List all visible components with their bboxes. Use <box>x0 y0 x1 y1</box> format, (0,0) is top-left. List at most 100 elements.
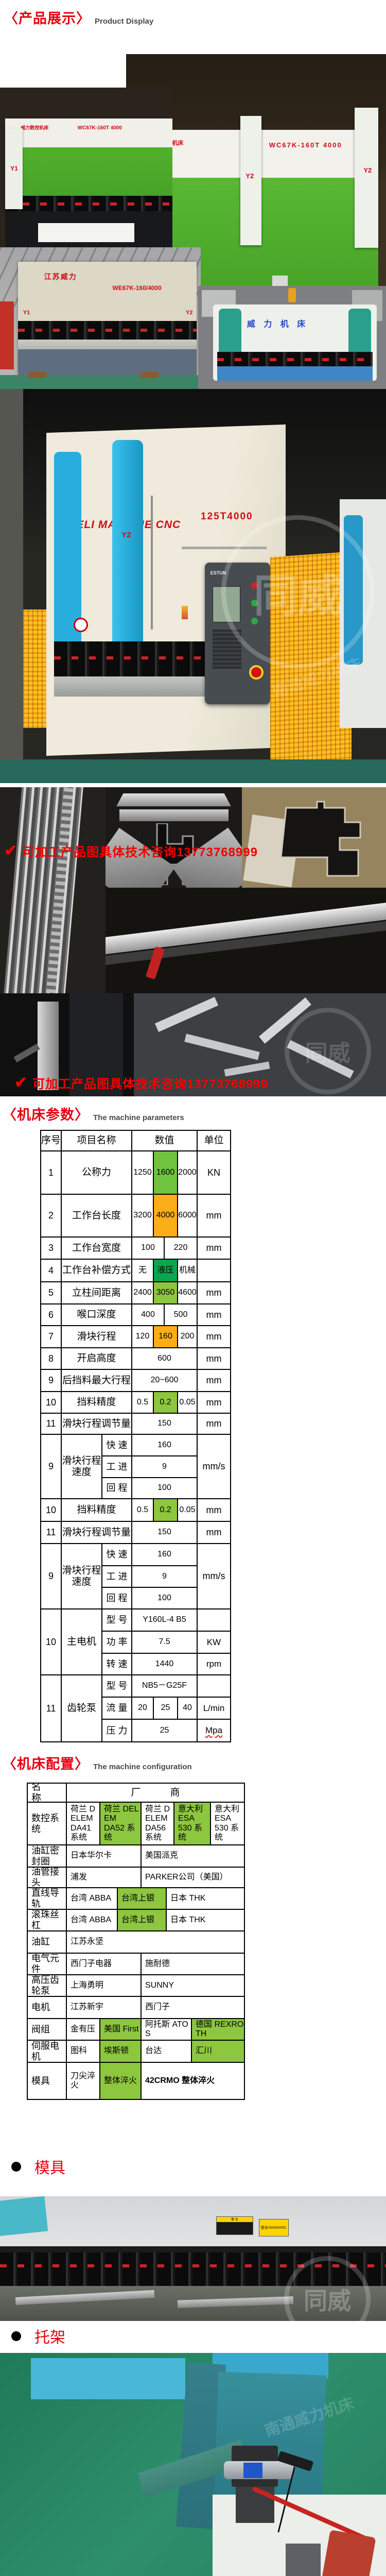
beige-machine-model: WE67K-160/4000 <box>112 284 162 292</box>
photo-beige-machine: 江苏威力 WE67K-160/4000 Y1 Y2 <box>0 247 201 389</box>
config-row-name: 高压齿轮泵 <box>28 1975 67 1997</box>
config-value: 西门子电器 <box>67 1954 142 1975</box>
config-value: 台达 <box>142 2041 192 2063</box>
param-value: 2000 <box>178 1151 198 1195</box>
photo-white-machine: 威 力 机 床 <box>198 286 386 389</box>
param-value: 机械 <box>178 1260 198 1282</box>
param-row-name: 齿轮泵 <box>62 1675 102 1741</box>
bullet-icon <box>11 2331 21 2341</box>
param-value: 100 <box>132 1588 198 1609</box>
param-row-no: 7 <box>41 1326 62 1348</box>
config-row-name: 油管接头 <box>28 1868 67 1888</box>
param-unit <box>198 1675 230 1698</box>
param-value: 220 <box>165 1238 198 1260</box>
param-row-no: 5 <box>41 1282 62 1304</box>
param-value: 9 <box>132 1566 198 1588</box>
header-en: Product Display <box>95 17 154 26</box>
config-value: 日本 THK <box>167 1910 244 1931</box>
photo-sample-step-profile <box>242 787 386 888</box>
param-unit <box>198 1260 230 1282</box>
config-row-name: 油缸 <box>28 1931 67 1954</box>
config-row-name: 模具 <box>28 2063 67 2099</box>
param-row-no: 2 <box>41 1195 62 1238</box>
green-machine-brand: 威力数控机床 <box>21 125 49 131</box>
param-value: 4600 <box>178 1282 198 1304</box>
param-value: 0.05 <box>178 1392 198 1414</box>
photo-sample-long-die <box>106 888 386 993</box>
param-value: 25 <box>132 1720 198 1741</box>
param-value: 液压 <box>154 1260 178 1282</box>
param-unit: mm <box>198 1326 230 1348</box>
config-value: 42CRMO 整体淬火 <box>145 2076 215 2085</box>
config-value: SUNNY <box>142 1975 244 1997</box>
config-value: 德国 REXROTH <box>192 2019 244 2041</box>
param-value: 20 <box>132 1698 154 1720</box>
config-value: 日本华尔卡 <box>67 1845 142 1868</box>
param-row-name: 公称力 <box>62 1151 132 1195</box>
param-row-name: 挡料精度 <box>62 1499 132 1522</box>
param-row-name: 喉口深度 <box>62 1304 132 1326</box>
param-value: 200 <box>178 1326 198 1348</box>
param-row-name: 主电机 <box>62 1609 102 1675</box>
config-row-name: 伺服电机 <box>28 2041 67 2063</box>
param-row-no: 10 <box>41 1499 62 1522</box>
param-unit: mm <box>198 1282 230 1304</box>
config-row-name: 油缸密封圈 <box>28 1845 67 1868</box>
param-value: 7.5 <box>132 1632 198 1654</box>
param-value: 25 <box>154 1698 178 1720</box>
axis-label: Y2 <box>185 310 193 316</box>
param-value: 160 <box>154 1326 178 1348</box>
param-row-no: 8 <box>41 1348 62 1370</box>
param-value: 3200 <box>132 1195 154 1238</box>
config-value: 荷兰 DELEM DA41 系统 <box>67 1803 100 1845</box>
param-row-name: 滑块行程调节量 <box>62 1414 132 1435</box>
param-sub-key: 回 程 <box>102 1478 132 1499</box>
param-row-no: 6 <box>41 1304 62 1326</box>
param-row-name: 工作台补偿方式 <box>62 1260 132 1282</box>
param-sub-key: 快 速 <box>102 1435 132 1456</box>
config-value: 美国派克 <box>142 1845 244 1868</box>
config-value: 台湾 ABBA <box>67 1888 118 1910</box>
beige-machine-brand: 江苏威力 <box>44 272 77 281</box>
param-unit: mm <box>198 1499 230 1522</box>
param-row-name: 滑块行程 速度 <box>62 1544 102 1609</box>
param-sub-key: 型 号 <box>102 1675 132 1698</box>
config-value: 埃斯顿 <box>100 2041 142 2063</box>
config-value: 汇川 <box>192 2041 244 2063</box>
photo-sample-corrugated <box>0 787 106 993</box>
promo-contact-line-2: ✔ 可加工产品图具体技术咨询13773768999 <box>14 1074 268 1091</box>
samples-photo-collage: 同威 ✔ 可加工产品图具体技术咨询13773768999 ✔ 可加工产品图具体技… <box>0 787 386 1096</box>
param-unit: mm <box>198 1238 230 1260</box>
watermark-logo: 同威 <box>253 570 342 622</box>
config-row-name: 直线导轨 <box>28 1888 67 1910</box>
config-col-header: 厂 商 <box>67 1784 244 1803</box>
param-row-name: 开启高度 <box>62 1348 132 1370</box>
config-value: 江苏永坚 <box>67 1931 244 1954</box>
section-header-machine-configuration: 〈机床配置〉 The machine configuration <box>3 1756 192 1772</box>
param-unit: mm <box>198 1522 230 1544</box>
param-row-no: 4 <box>41 1260 62 1282</box>
param-row-no: 1 <box>41 1151 62 1195</box>
config-value: 意大利 ESA 530 系统 <box>174 1803 211 1845</box>
param-value: 100 <box>132 1238 165 1260</box>
param-unit: mm <box>198 1348 230 1370</box>
param-unit: mm <box>198 1392 230 1414</box>
param-value: 6000 <box>178 1195 198 1238</box>
param-sub-key: 工 进 <box>102 1456 132 1478</box>
step-profile-shape <box>280 801 361 876</box>
param-value: 1600 <box>154 1151 178 1195</box>
config-value: 荷兰 DELEM DA52 系统 <box>100 1803 142 1845</box>
param-sub-key: 流 量 <box>102 1698 132 1720</box>
config-col-header: 名 称 <box>28 1784 67 1803</box>
green-machine-model: WC67K-160T 4000 <box>269 141 342 149</box>
controller-brand: ESTUN <box>210 570 226 575</box>
param-row-no: 9 <box>41 1544 62 1609</box>
section-header-machine-parameters: 〈机床参数〉 The machine parameters <box>3 1107 184 1123</box>
param-unit: rpm <box>198 1654 230 1675</box>
config-value: 上海勇明 <box>67 1975 142 1997</box>
config-value: 美国 First <box>100 2019 142 2041</box>
param-col-header: 单位 <box>198 1131 230 1151</box>
param-value: 40 <box>178 1698 198 1720</box>
param-value: 0.05 <box>178 1499 198 1522</box>
config-value: PARKER公司（美国） <box>142 1868 244 1888</box>
